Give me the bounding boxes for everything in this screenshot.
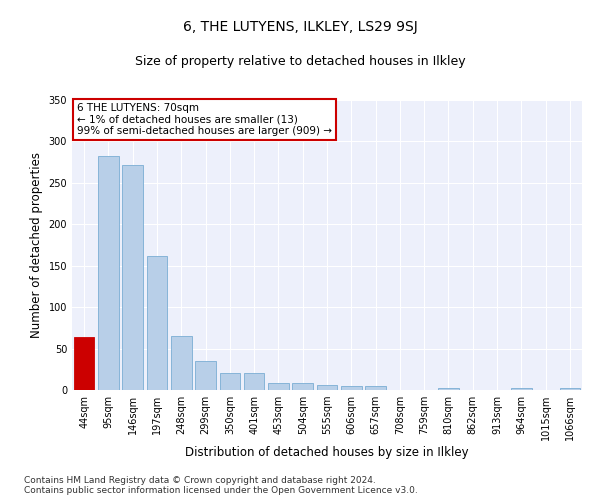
Bar <box>365 386 386 390</box>
Bar <box>268 382 289 390</box>
Bar <box>220 374 240 390</box>
Bar <box>195 361 216 390</box>
Y-axis label: Number of detached properties: Number of detached properties <box>30 152 43 338</box>
Bar <box>244 374 265 390</box>
Bar <box>98 156 119 390</box>
Text: 6, THE LUTYENS, ILKLEY, LS29 9SJ: 6, THE LUTYENS, ILKLEY, LS29 9SJ <box>182 20 418 34</box>
Text: Size of property relative to detached houses in Ilkley: Size of property relative to detached ho… <box>134 55 466 68</box>
Bar <box>292 382 313 390</box>
Text: Contains HM Land Registry data © Crown copyright and database right 2024.
Contai: Contains HM Land Registry data © Crown c… <box>24 476 418 495</box>
Text: 6 THE LUTYENS: 70sqm
← 1% of detached houses are smaller (13)
99% of semi-detach: 6 THE LUTYENS: 70sqm ← 1% of detached ho… <box>77 103 332 136</box>
Bar <box>317 385 337 390</box>
Bar <box>438 388 459 390</box>
Bar <box>511 388 532 390</box>
Bar <box>171 336 191 390</box>
Bar <box>146 256 167 390</box>
Bar <box>74 337 94 390</box>
X-axis label: Distribution of detached houses by size in Ilkley: Distribution of detached houses by size … <box>185 446 469 459</box>
Bar <box>122 164 143 390</box>
Bar <box>341 386 362 390</box>
Bar <box>560 388 580 390</box>
